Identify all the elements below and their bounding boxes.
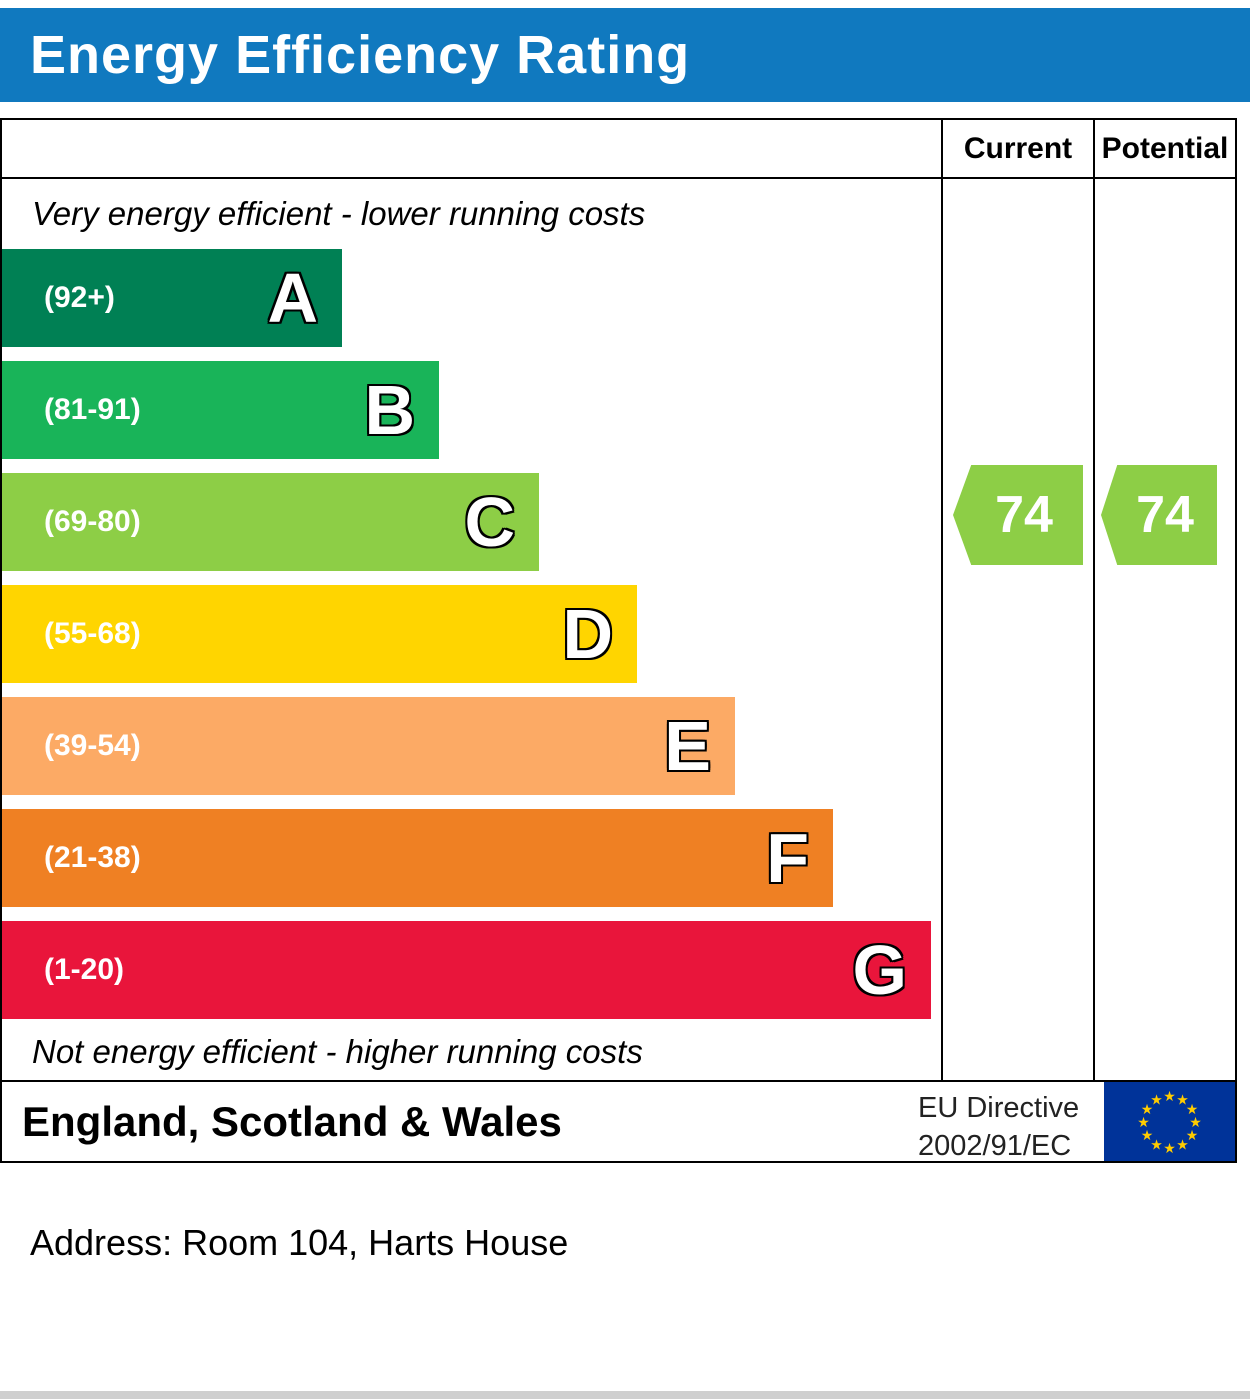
eu-flag-icon: ★ ★ ★ ★ ★ ★ ★ ★ ★ ★ ★ ★ — [1104, 1082, 1235, 1161]
bottom-border-strip — [0, 1391, 1250, 1399]
band-row-f: (21-38) F — [2, 809, 833, 907]
band-row-c: (69-80) C — [2, 473, 539, 571]
band-letter: E — [664, 707, 711, 785]
potential-rating-pointer: 74 — [1101, 465, 1217, 565]
top-note: Very energy efficient - lower running co… — [32, 195, 646, 232]
band-letter: D — [562, 595, 613, 673]
band-letter: A — [267, 259, 318, 337]
band-row-g: (1-20) G — [2, 921, 931, 1019]
svg-text:★: ★ — [1186, 1102, 1199, 1118]
svg-text:★: ★ — [1141, 1102, 1154, 1118]
band-row-d: (55-68) D — [2, 585, 637, 683]
page-title: Energy Efficiency Rating — [30, 25, 691, 85]
svg-text:★: ★ — [1137, 1115, 1150, 1131]
current-rating-pointer: 74 — [953, 465, 1083, 565]
bottom-note: Not energy efficient - higher running co… — [32, 1033, 643, 1070]
header-bar: Energy Efficiency Rating — [0, 8, 1250, 102]
region-label: England, Scotland & Wales — [22, 1097, 562, 1145]
band-row-e: (39-54) E — [2, 697, 735, 795]
svg-text:★: ★ — [1163, 1089, 1176, 1105]
current-column-divider — [941, 120, 943, 1080]
bands: (92+) A (81-91) B (69-80) C (55-68) D (39-54) E (2… — [2, 249, 941, 1019]
footer-divider — [2, 1080, 1235, 1082]
band-range-label: (69-80) — [44, 505, 141, 538]
band-range-label: (55-68) — [44, 617, 141, 650]
eu-directive-line1: EU Directive — [918, 1092, 1080, 1124]
band-range-label: (39-54) — [44, 729, 141, 762]
eu-directive-text: EU Directive 2002/91/EC — [918, 1090, 1079, 1165]
potential-column-divider — [1093, 120, 1095, 1080]
current-column-header: Current — [963, 131, 1073, 165]
epc-chart: Current Potential Very energy efficient … — [0, 118, 1237, 1163]
svg-text:★: ★ — [1186, 1128, 1199, 1144]
band-range-label: (92+) — [44, 281, 115, 314]
address-line: Address: Room 104, Harts House — [30, 1222, 569, 1263]
band-range-label: (21-38) — [44, 841, 141, 874]
svg-text:★: ★ — [1176, 1138, 1189, 1154]
svg-text:★: ★ — [1141, 1128, 1154, 1144]
band-row-a: (92+) A — [2, 249, 342, 347]
potential-rating-value: 74 — [1136, 486, 1194, 544]
eu-directive-line2: 2002/91/EC — [918, 1129, 1072, 1162]
band-range-label: (1-20) — [44, 953, 125, 986]
potential-column-header: Potential — [1101, 131, 1229, 165]
band-letter: G — [852, 931, 907, 1009]
band-letter: C — [464, 483, 515, 561]
eu-flag-field — [1104, 1082, 1235, 1161]
header-underline — [2, 177, 1235, 179]
current-rating-value: 74 — [995, 486, 1053, 544]
band-letter: F — [766, 819, 809, 897]
band-letter: B — [364, 371, 415, 449]
svg-text:★: ★ — [1189, 1115, 1202, 1131]
svg-text:★: ★ — [1150, 1093, 1163, 1109]
band-range-label: (81-91) — [44, 393, 141, 426]
eu-flag-stars: ★ ★★★★★★★★★★★ — [1137, 1089, 1202, 1157]
svg-text:★: ★ — [1150, 1138, 1163, 1154]
svg-text:★: ★ — [1163, 1141, 1176, 1157]
band-row-b: (81-91) B — [2, 361, 439, 459]
band-area: Very energy efficient - lower running co… — [2, 179, 941, 1071]
svg-text:★: ★ — [1176, 1093, 1189, 1109]
